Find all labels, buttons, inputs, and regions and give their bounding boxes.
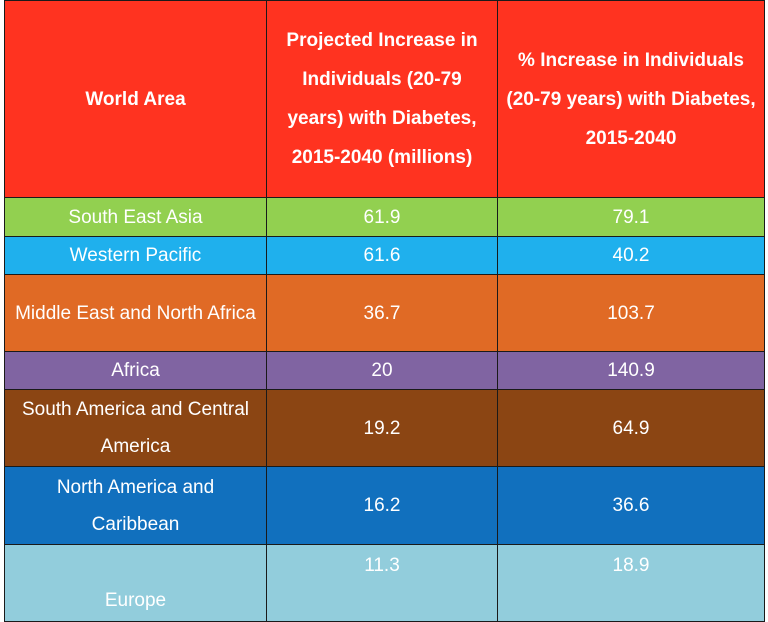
increase-cell: 19.2	[266, 389, 498, 467]
header-row: World Area Projected Increase in Individ…	[4, 0, 765, 198]
increase-cell: 61.9	[266, 197, 498, 237]
area-cell: South East Asia	[4, 197, 267, 237]
header-world-area: World Area	[4, 0, 267, 198]
table-row: Middle East and North Africa 36.7 103.7	[4, 274, 765, 352]
increase-cell: 11.3	[266, 544, 498, 622]
header-percent-increase: % Increase in Individuals (20-79 years) …	[497, 0, 765, 198]
area-cell: North America and Caribbean	[4, 466, 267, 545]
area-cell: South America and Central America	[4, 389, 267, 467]
table-row: North America and Caribbean 16.2 36.6	[4, 466, 765, 545]
increase-cell: 20	[266, 351, 498, 390]
header-projected-increase: Projected Increase in Individuals (20-79…	[266, 0, 498, 198]
increase-cell: 36.7	[266, 274, 498, 352]
table-row: Africa 20 140.9	[4, 351, 765, 390]
table-row: Western Pacific 61.6 40.2	[4, 236, 765, 275]
increase-cell: 16.2	[266, 466, 498, 545]
percent-cell: 79.1	[497, 197, 765, 237]
table-row: South America and Central America 19.2 6…	[4, 389, 765, 467]
percent-cell: 18.9	[497, 544, 765, 622]
increase-cell: 61.6	[266, 236, 498, 275]
diabetes-increase-table: World Area Projected Increase in Individ…	[4, 0, 765, 622]
area-cell: Africa	[4, 351, 267, 390]
table-row: Europe 11.3 18.9	[4, 544, 765, 622]
area-cell: Europe	[4, 544, 267, 622]
area-cell: Middle East and North Africa	[4, 274, 267, 352]
percent-cell: 40.2	[497, 236, 765, 275]
percent-cell: 140.9	[497, 351, 765, 390]
percent-cell: 36.6	[497, 466, 765, 545]
percent-cell: 64.9	[497, 389, 765, 467]
percent-cell: 103.7	[497, 274, 765, 352]
area-cell: Western Pacific	[4, 236, 267, 275]
table-row: South East Asia 61.9 79.1	[4, 197, 765, 237]
